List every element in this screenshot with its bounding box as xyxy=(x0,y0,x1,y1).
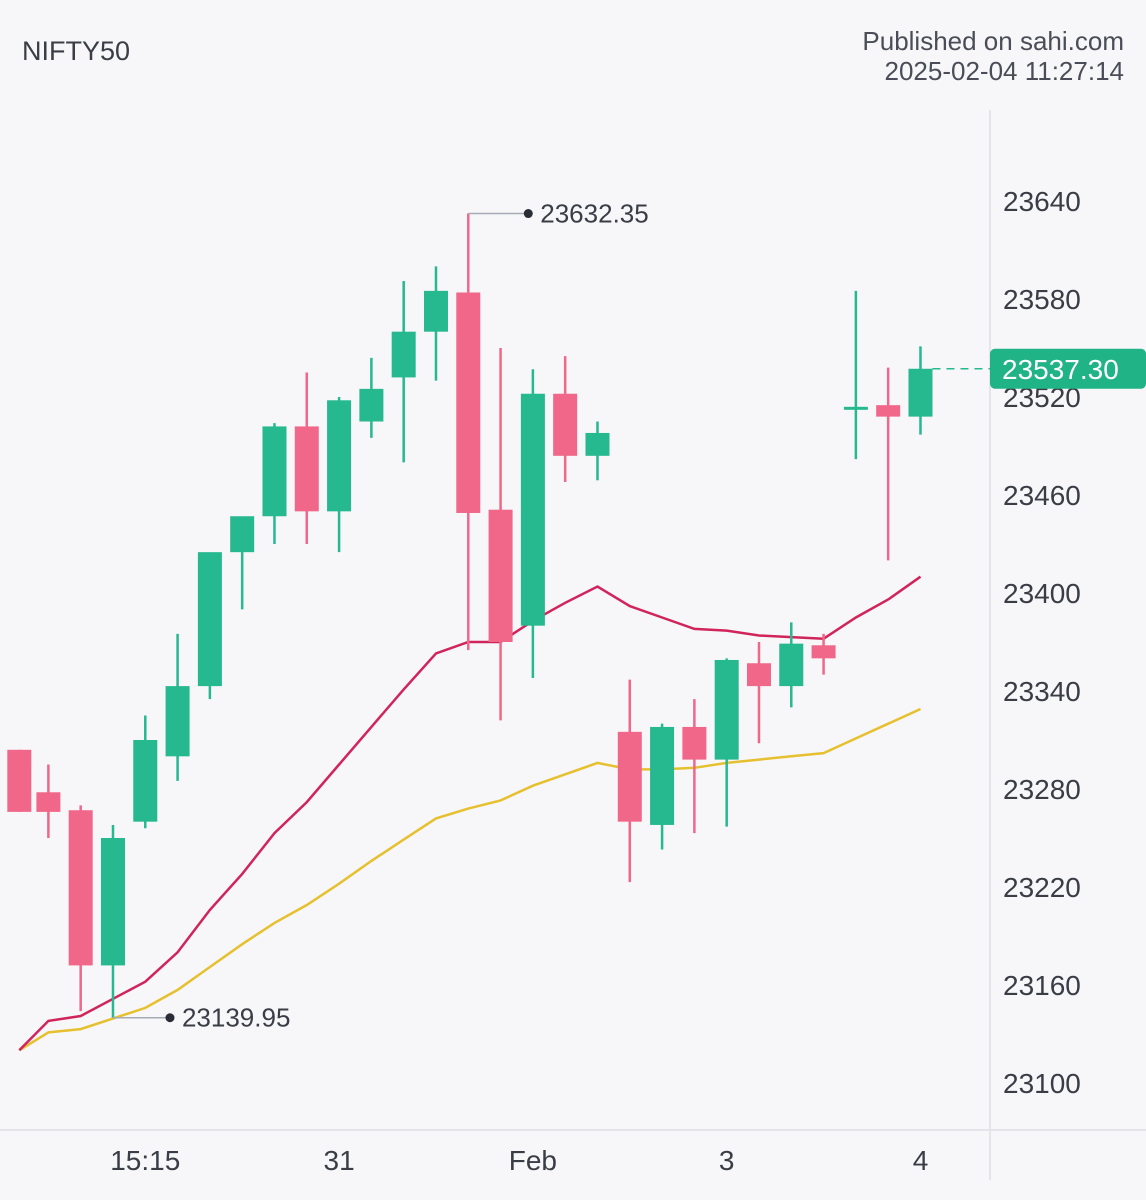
ma-short-line xyxy=(18,575,922,1052)
y-tick-label: 23340 xyxy=(1003,676,1081,707)
candle-up xyxy=(327,400,352,512)
candle-up xyxy=(197,552,222,687)
candle-down xyxy=(682,726,707,760)
candle-up xyxy=(133,740,158,822)
ma-long-line xyxy=(18,707,922,1052)
candle-up xyxy=(779,643,804,687)
x-tick-label: 3 xyxy=(719,1145,735,1176)
candle-up xyxy=(391,331,416,378)
candle-up xyxy=(585,432,610,456)
y-tick-label: 23100 xyxy=(1003,1068,1081,1099)
last-price-badge xyxy=(990,348,1146,389)
y-tick-label: 23400 xyxy=(1003,578,1081,609)
candle-down xyxy=(488,509,513,643)
high-marker-label: 23632.35 xyxy=(540,199,648,229)
y-tick-label: 23160 xyxy=(1003,970,1081,1001)
candle-up xyxy=(359,388,384,422)
y-tick-label: 23280 xyxy=(1003,774,1081,805)
candle-down xyxy=(746,663,771,687)
candle-up xyxy=(520,393,545,626)
candle-up xyxy=(423,290,448,332)
x-tick-label: 4 xyxy=(913,1145,929,1176)
low-marker-dot xyxy=(165,1013,175,1023)
y-tick-label: 23220 xyxy=(1003,872,1081,903)
candle-down xyxy=(36,792,61,812)
published-timestamp: 2025-02-04 11:27:14 xyxy=(884,56,1125,86)
low-marker-label: 23139.95 xyxy=(182,1003,290,1033)
candle-up xyxy=(908,368,933,417)
candle-up xyxy=(230,516,255,553)
candle-down xyxy=(7,749,32,812)
candle-up xyxy=(165,686,190,757)
x-tick-label: Feb xyxy=(509,1145,557,1176)
symbol-title: NIFTY50 xyxy=(22,36,131,66)
published-source: Published on sahi.com xyxy=(862,26,1124,56)
candle-down xyxy=(456,292,481,513)
y-tick-label: 23460 xyxy=(1003,480,1081,511)
candle-up xyxy=(843,406,868,410)
candle-down xyxy=(876,405,901,417)
candle-down xyxy=(294,426,319,512)
candle-up xyxy=(714,659,739,760)
candle-up xyxy=(262,426,287,517)
last-price-label: 23537.30 xyxy=(1002,354,1119,385)
high-marker-dot xyxy=(523,209,533,219)
candle-up xyxy=(100,838,125,966)
candle-down xyxy=(811,645,836,659)
y-tick-label: 23580 xyxy=(1003,284,1081,315)
candle-down xyxy=(617,731,642,822)
candle-down xyxy=(68,810,93,966)
y-tick-label: 23640 xyxy=(1003,186,1081,217)
candle-down xyxy=(553,393,578,456)
published-info: Published on sahi.com 2025-02-04 11:27:1… xyxy=(862,26,1124,86)
x-tick-label: 15:15 xyxy=(110,1145,180,1176)
candle-up xyxy=(650,726,675,825)
plot-area xyxy=(7,213,933,1052)
x-tick-label: 31 xyxy=(324,1145,355,1176)
